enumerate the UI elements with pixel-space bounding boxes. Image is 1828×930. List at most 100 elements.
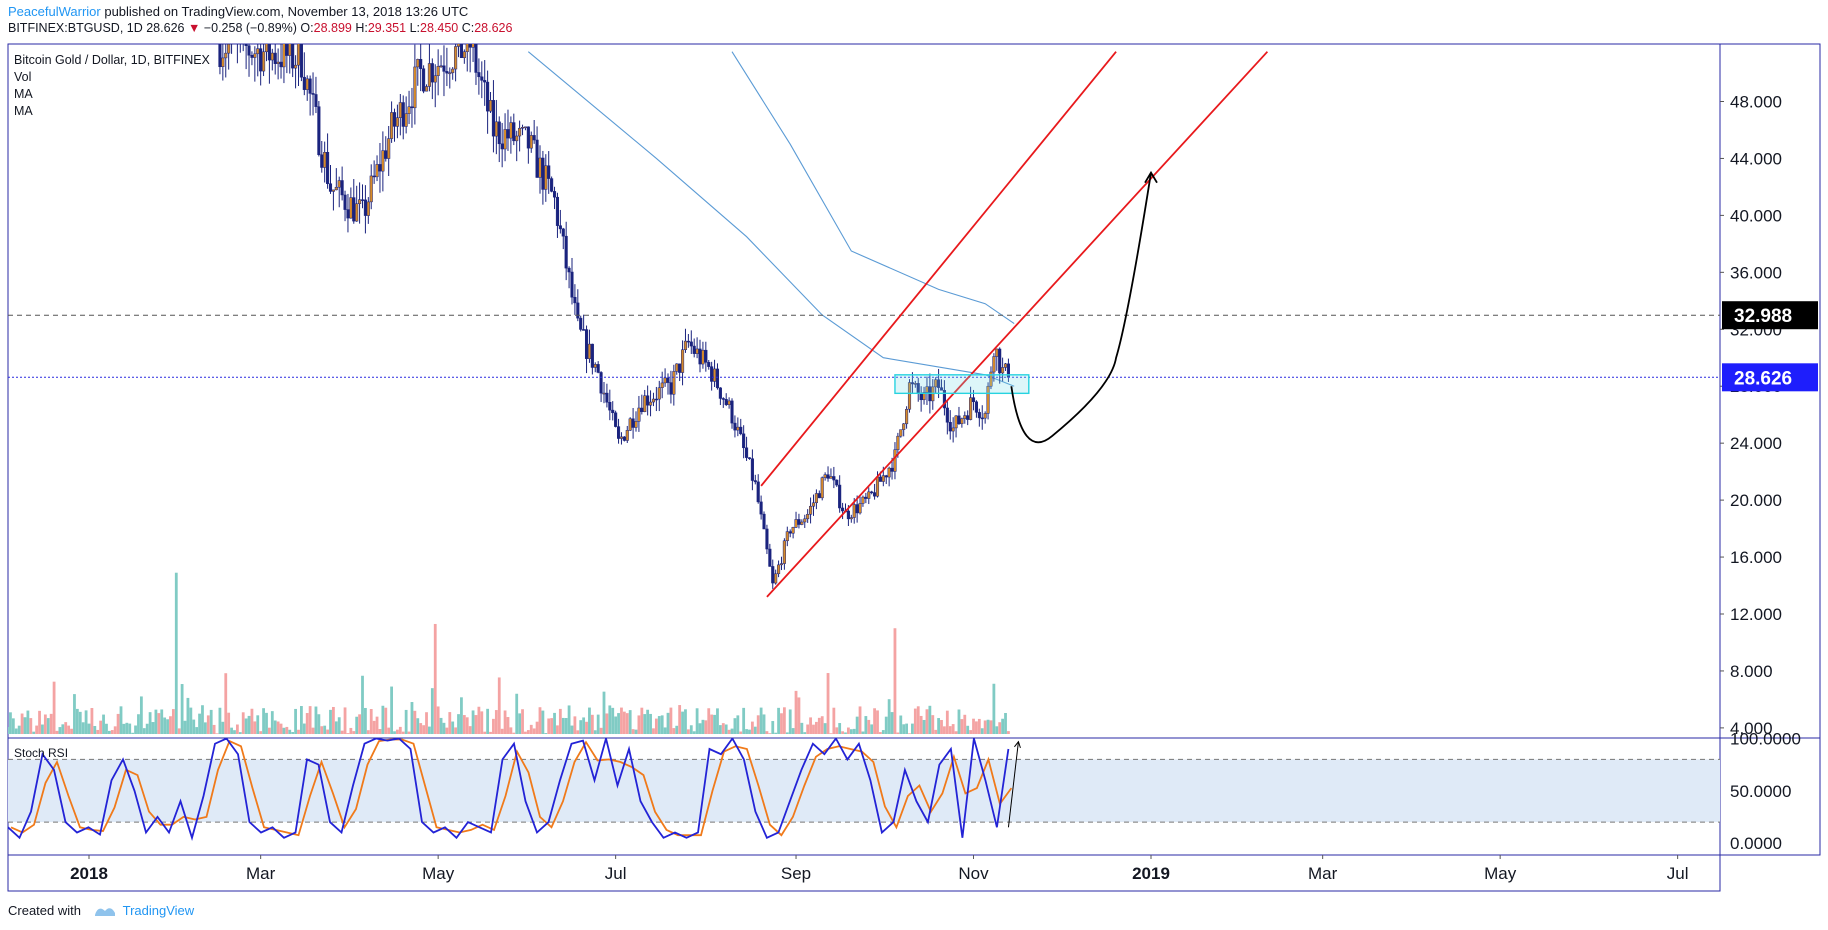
volume-bar [814, 721, 818, 734]
volume-bar [832, 707, 836, 734]
volume-bar [934, 729, 938, 734]
volume-bar [308, 706, 312, 734]
volume-bar [67, 725, 71, 734]
volume-bar [800, 722, 804, 734]
axes: 48.00044.00040.00036.00032.00028.00024.0… [70, 93, 1818, 883]
volume-bar [570, 725, 574, 734]
candle-body [584, 329, 589, 359]
volume-bar [14, 728, 18, 734]
volume-bar [215, 733, 219, 734]
candle-body [346, 209, 350, 219]
candle-body [954, 415, 958, 429]
volume-bar [157, 713, 161, 734]
candle-body [430, 63, 434, 83]
volume-bar [26, 710, 30, 734]
candle-body [352, 197, 356, 222]
volume-bar [820, 716, 824, 734]
candle-body [576, 302, 580, 319]
candle-body [587, 343, 591, 359]
volume-bar [110, 730, 114, 734]
volume-bar [416, 718, 420, 734]
candle-body [456, 44, 461, 47]
candle-body [381, 150, 385, 172]
price-tick-label: 4.000 [1730, 719, 1773, 738]
stoch-rsi-label[interactable]: Stoch RSI [14, 746, 69, 760]
tradingview-link[interactable]: TradingView [122, 903, 195, 918]
legend-title[interactable]: Bitcoin Gold / Dollar, 1D, BITFINEX [14, 53, 210, 67]
author-link[interactable]: PeacefulWarrior [8, 4, 101, 19]
candle-body [506, 129, 510, 139]
candle-body [410, 106, 414, 109]
candle-body [436, 66, 440, 76]
candle-body [983, 413, 987, 419]
volume-bar [270, 711, 274, 734]
volume-bar [512, 732, 516, 734]
volume-bar [620, 707, 623, 734]
candle-body [945, 407, 949, 423]
volume-bar [134, 725, 137, 734]
candle-body [387, 138, 391, 159]
price-tick-label: 24.000 [1730, 434, 1782, 453]
candle-body [893, 449, 897, 472]
candle-body [454, 46, 458, 70]
volume-bar [131, 732, 135, 734]
candle-body [326, 152, 330, 184]
candle-body [488, 100, 493, 112]
volume-bar [931, 715, 935, 734]
candle-body [288, 44, 292, 56]
volume-bar [300, 706, 303, 734]
candle-body [878, 476, 882, 482]
volume-bar [3, 718, 6, 734]
volume-bar [881, 730, 885, 734]
candle-body [273, 52, 277, 64]
candle-body [299, 44, 303, 78]
candle-body [890, 467, 894, 472]
legend-ma-2[interactable]: MA [14, 104, 33, 118]
candle-body [395, 117, 399, 127]
candle-body [247, 45, 251, 56]
volume-bar [154, 709, 158, 734]
volume-bar [858, 706, 862, 734]
candle-body [442, 65, 446, 72]
candle-body [905, 408, 909, 425]
candle-body [695, 348, 699, 354]
volume-bar [364, 707, 367, 734]
volume-bar [457, 714, 460, 734]
price-candles [218, 44, 1010, 589]
candle-body [1003, 363, 1008, 368]
legend-ma-1[interactable]: MA [14, 87, 33, 101]
volume-bar [660, 715, 664, 734]
volume-bar [852, 728, 856, 734]
volume-bar [451, 721, 455, 734]
candle-body [375, 164, 379, 178]
candle-body [710, 366, 714, 382]
volume-bar [387, 727, 391, 734]
price-tick-label: 44.000 [1730, 149, 1782, 168]
candle-body [625, 430, 629, 441]
candle-body [529, 135, 533, 149]
volume-bar [32, 731, 36, 734]
candle-body [550, 178, 554, 192]
candle-body [713, 368, 717, 382]
legend-vol[interactable]: Vol [14, 70, 32, 84]
time-tick-label: Nov [958, 864, 989, 883]
candle-body [323, 152, 327, 168]
candle-body [590, 343, 594, 368]
volume-bar [256, 715, 260, 734]
candle-body [497, 121, 501, 145]
candle-body [582, 329, 586, 331]
volume-bar [87, 723, 91, 734]
volume-bar [698, 723, 702, 734]
candle-body [835, 479, 839, 486]
candle-body [896, 435, 900, 450]
volume-bar [556, 725, 559, 734]
candle-body [471, 44, 475, 48]
volume-bar [497, 677, 501, 734]
volume-bar [823, 723, 827, 734]
volume-bar [547, 718, 551, 734]
candle-body [616, 426, 621, 439]
candle-body [855, 504, 859, 514]
volume-bar [748, 729, 751, 734]
resistance-price-badge [1722, 301, 1818, 330]
support-zone [894, 374, 1030, 395]
